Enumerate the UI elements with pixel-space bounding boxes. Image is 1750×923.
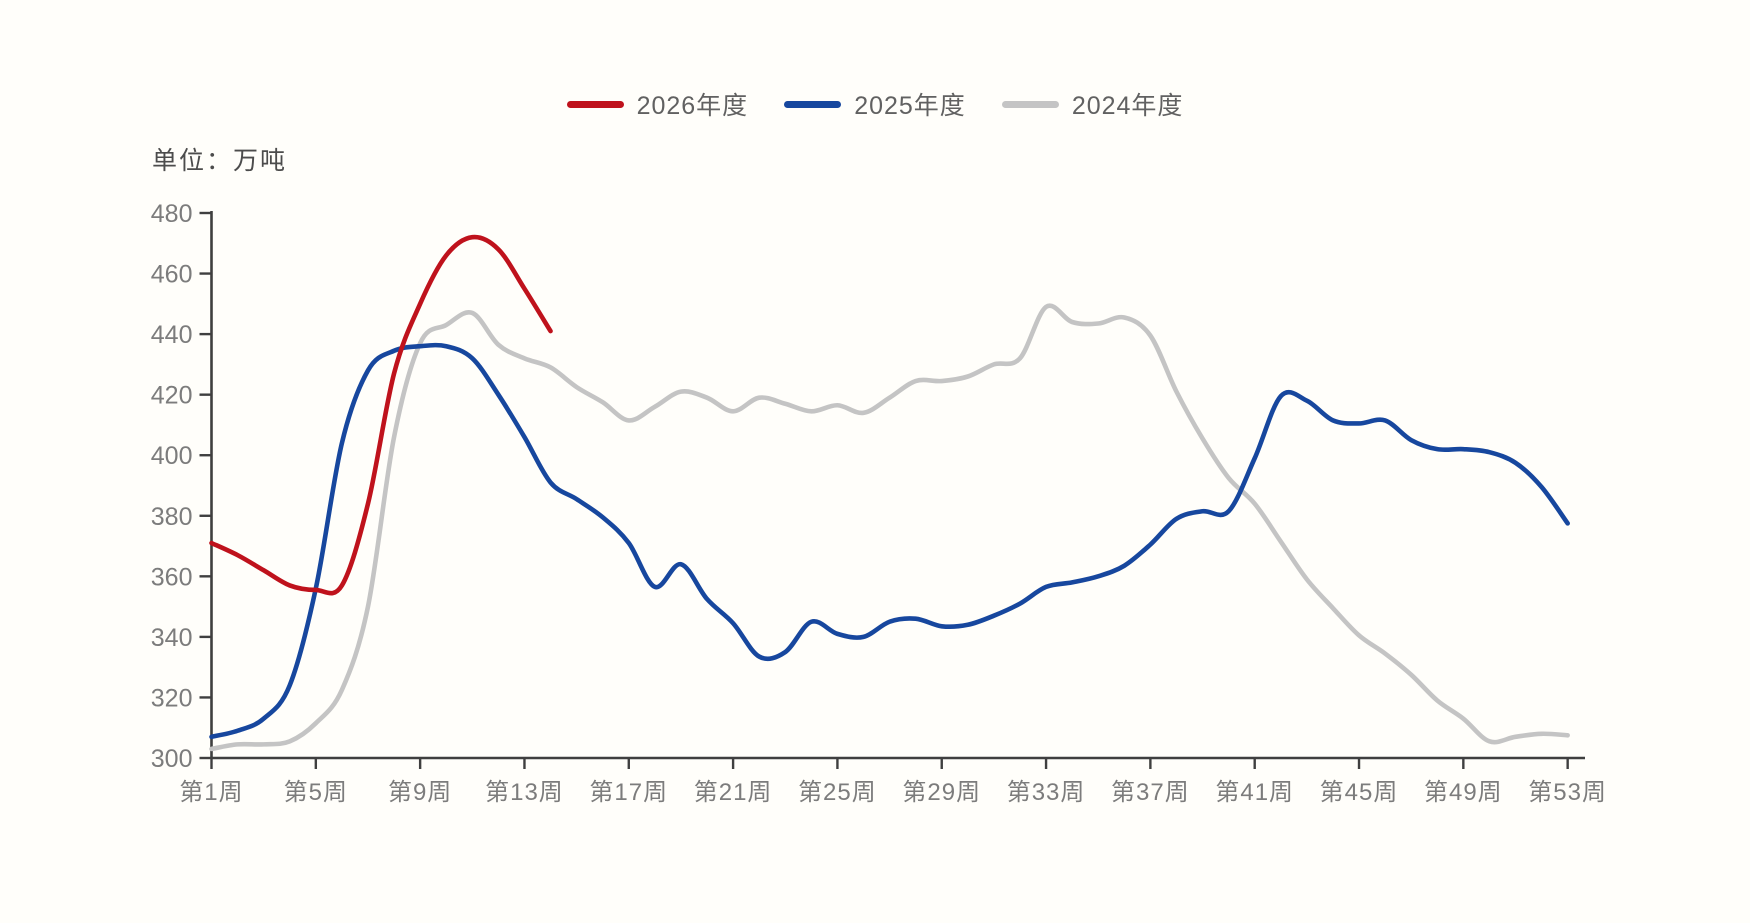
y-tick-label: 320 bbox=[151, 684, 193, 712]
legend-label-2026: 2026年度 bbox=[636, 92, 749, 120]
x-tick-label: 第53周 bbox=[1528, 779, 1607, 806]
y-tick-label: 420 bbox=[151, 382, 193, 410]
series-line-2026年度 bbox=[209, 234, 553, 596]
x-tick-label: 第25周 bbox=[798, 779, 877, 806]
legend-label-2024: 2024年度 bbox=[1071, 92, 1184, 120]
legend-swatch-2025 bbox=[784, 100, 842, 108]
y-axis-ticks: 300 320 340 360 380 400 420 440 460 480 bbox=[151, 200, 212, 773]
x-tick-label: 第45周 bbox=[1320, 779, 1399, 806]
x-tick-label: 第37周 bbox=[1111, 779, 1190, 806]
chart-series-lines bbox=[209, 234, 1570, 752]
legend-swatch-2026 bbox=[566, 100, 624, 108]
series-line-2025年度 bbox=[209, 342, 1570, 740]
x-tick-label: 第21周 bbox=[694, 779, 773, 806]
y-tick-label: 340 bbox=[151, 624, 193, 652]
legend-item-2024: 2024年度 bbox=[1001, 86, 1184, 122]
legend-item-2026: 2026年度 bbox=[566, 86, 749, 122]
legend-label-2025: 2025年度 bbox=[854, 92, 966, 120]
series-line-2024年度 bbox=[209, 303, 1570, 752]
y-tick-label: 300 bbox=[151, 745, 193, 773]
x-tick-label: 第1周 bbox=[179, 779, 243, 806]
chart-legend: 2026年度 2025年度 2024年度 bbox=[0, 86, 1750, 122]
unit-label: 单位：万吨 bbox=[152, 147, 288, 175]
x-tick-label: 第17周 bbox=[589, 779, 668, 806]
y-tick-label: 440 bbox=[151, 321, 193, 349]
x-axis-ticks: 第1周 第5周 第9周 第13周 第17周 第21周 第25周 第29周 第33周 第37周 第41… bbox=[179, 758, 1607, 806]
y-tick-label: 360 bbox=[151, 563, 193, 591]
y-tick-label: 400 bbox=[151, 442, 193, 470]
y-tick-label: 480 bbox=[151, 200, 193, 228]
y-tick-label: 380 bbox=[151, 503, 193, 531]
x-tick-label: 第49周 bbox=[1424, 779, 1503, 806]
x-tick-label: 第29周 bbox=[902, 779, 981, 806]
chart-axes bbox=[210, 211, 1585, 760]
x-tick-label: 第41周 bbox=[1215, 779, 1294, 806]
legend-item-2025: 2025年度 bbox=[784, 86, 966, 122]
x-tick-label: 第5周 bbox=[284, 779, 348, 806]
y-tick-label: 460 bbox=[151, 261, 193, 289]
legend-swatch-2024 bbox=[1001, 100, 1059, 108]
x-tick-label: 第13周 bbox=[485, 779, 564, 806]
x-tick-label: 第33周 bbox=[1007, 779, 1086, 806]
x-tick-label: 第9周 bbox=[388, 779, 452, 806]
